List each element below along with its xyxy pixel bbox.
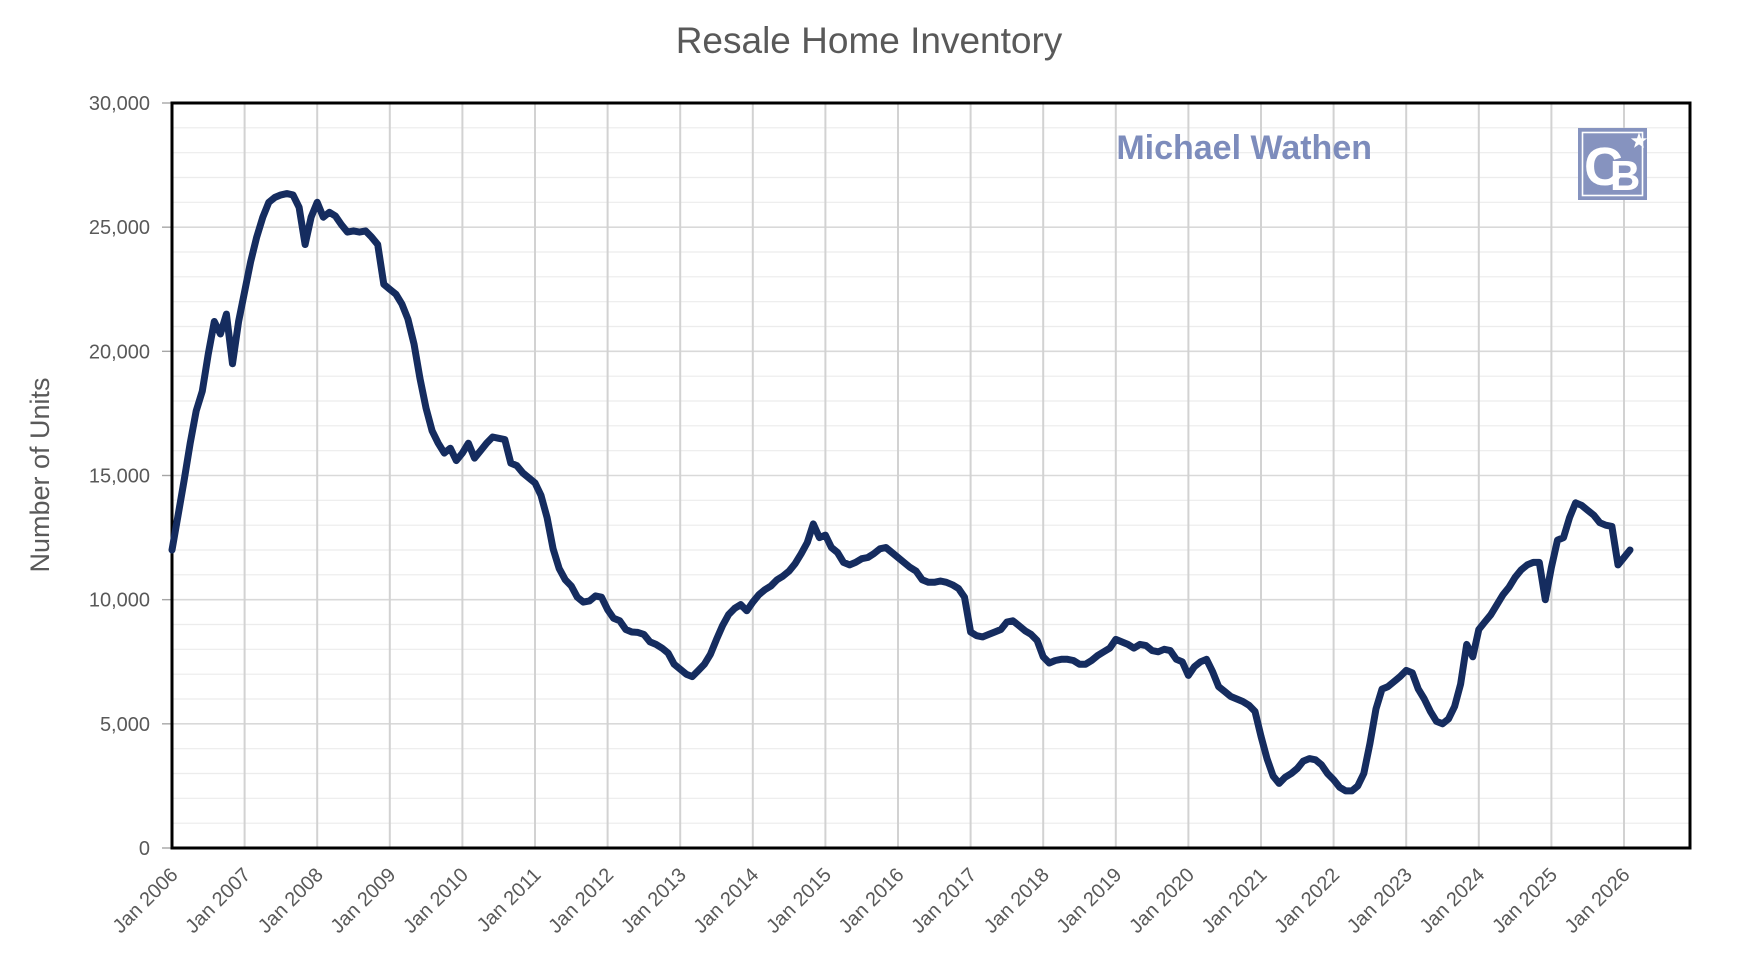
cb-logo-star-icon	[1630, 132, 1648, 148]
x-tick-label: Jan 2020	[1125, 864, 1199, 938]
x-tick-label: Jan 2014	[690, 864, 764, 938]
y-tick-label: 30,000	[89, 93, 150, 115]
cb-logo-letter-b: B	[1610, 152, 1640, 199]
x-tick-label: Jan 2016	[835, 864, 909, 938]
x-tick-label: Jan 2015	[762, 864, 836, 938]
x-tick-label: Jan 2017	[907, 864, 981, 938]
y-tick-label: 25,000	[89, 217, 150, 239]
x-tick-label: Jan 2018	[980, 864, 1054, 938]
y-tick-label: 5,000	[100, 714, 150, 736]
y-tick-label: 10,000	[89, 590, 150, 612]
x-tick-label: Jan 2023	[1343, 864, 1417, 938]
x-tick-label: Jan 2009	[327, 864, 401, 938]
cb-logo-letter-c: C	[1584, 137, 1623, 197]
x-tick-label: Jan 2021	[1198, 864, 1272, 938]
x-tick-label: Jan 2010	[399, 864, 473, 938]
x-tick-label: Jan 2006	[109, 864, 183, 938]
y-tick-label: 0	[139, 838, 150, 860]
inventory-line	[168, 190, 1634, 795]
watermark-text: Michael Wathen	[1116, 129, 1372, 167]
x-tick-label: Jan 2025	[1488, 864, 1562, 938]
y-tick-label: 15,000	[89, 466, 150, 488]
x-tick-label: Jan 2022	[1270, 864, 1344, 938]
x-tick-label: Jan 2013	[617, 864, 691, 938]
chart-title: Resale Home Inventory	[675, 20, 1063, 61]
x-tick-label: Jan 2012	[544, 864, 618, 938]
x-tick-label: Jan 2024	[1416, 864, 1490, 938]
x-tick-label: Jan 2019	[1053, 864, 1127, 938]
cb-logo-inner-border	[1581, 131, 1644, 197]
x-tick-label: Jan 2007	[181, 864, 255, 938]
x-tick-label: Jan 2011	[473, 864, 546, 937]
x-tick-label: Jan 2026	[1561, 864, 1635, 938]
y-tick-label: 20,000	[89, 341, 150, 363]
x-tick-label: Jan 2008	[254, 864, 328, 938]
plot-border	[170, 101, 1692, 850]
